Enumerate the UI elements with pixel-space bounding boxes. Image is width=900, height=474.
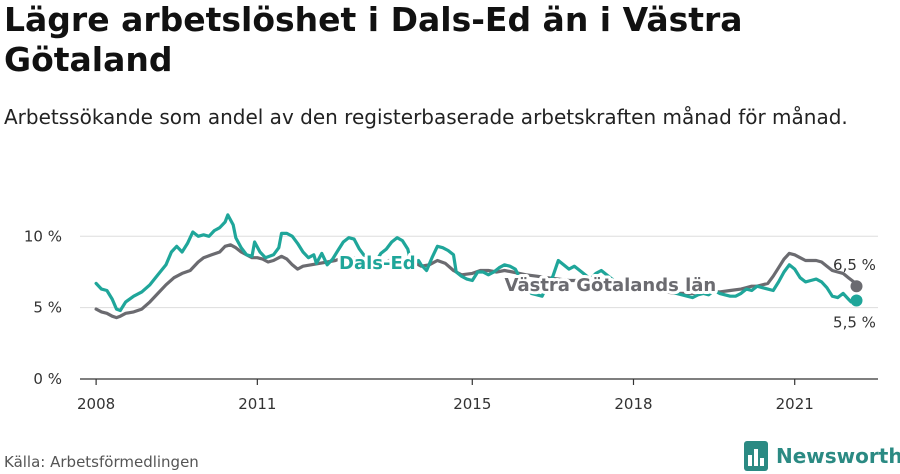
end-value-label-dals-ed: 5,5 % bbox=[833, 314, 876, 332]
end-value-label-vastra-gotaland: 6,5 % bbox=[833, 256, 876, 274]
x-tick-label: 2011 bbox=[238, 395, 276, 413]
series-line-dals-ed bbox=[94, 213, 859, 313]
chart-subtitle: Arbetssökande som andel av den registerb… bbox=[4, 105, 848, 129]
end-point-dals-ed bbox=[850, 294, 863, 307]
x-tick-label: 2021 bbox=[776, 395, 814, 413]
x-tick-label: 2008 bbox=[77, 395, 115, 413]
x-tick-label: 2018 bbox=[614, 395, 652, 413]
y-tick-label: 5 % bbox=[33, 299, 62, 317]
y-tick-label: 0 % bbox=[33, 370, 62, 388]
bar-chart-logo-icon bbox=[744, 441, 768, 471]
series-label-vastra-gotaland: Västra Götalands län bbox=[505, 275, 717, 296]
brand-name: Newsworthy bbox=[776, 444, 900, 468]
end-point-vastra-gotaland bbox=[850, 280, 863, 293]
series-line-vastra-gotaland bbox=[94, 243, 859, 320]
y-tick-label: 10 % bbox=[24, 227, 62, 245]
x-tick-label: 2015 bbox=[453, 395, 491, 413]
source-note: Källa: Arbetsförmedlingen bbox=[4, 453, 199, 471]
brand-logo: Newsworthy bbox=[744, 440, 900, 472]
page-title: Lägre arbetslöshet i Dals-Ed än i Västra… bbox=[4, 0, 743, 79]
series-label-dals-ed: Dals-Ed bbox=[339, 253, 416, 274]
